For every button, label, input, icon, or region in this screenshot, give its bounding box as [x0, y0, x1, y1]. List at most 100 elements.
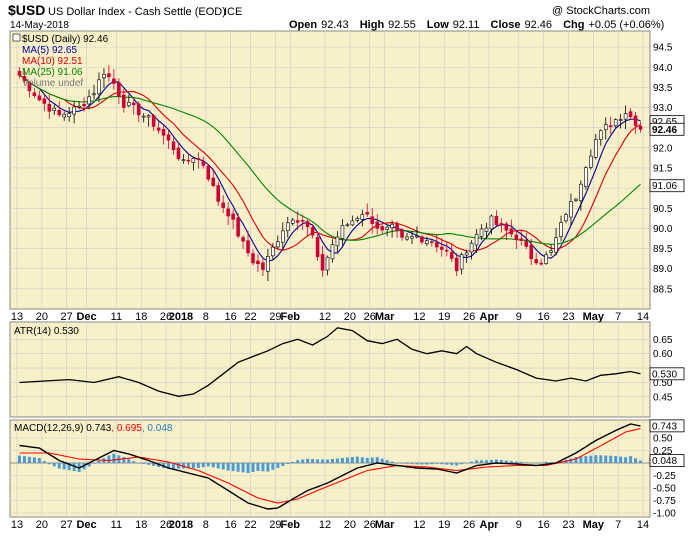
- x-tick-label-bottom: 29: [269, 519, 281, 531]
- price-legend-entry: MA(10) 92.51: [22, 56, 83, 67]
- price-legend-entry: Volume undef: [22, 78, 83, 89]
- candle-down: [539, 262, 543, 265]
- candle-up: [290, 219, 295, 224]
- macd-histogram-bar: [435, 463, 439, 464]
- x-tick-label-bottom: 27: [61, 519, 73, 531]
- macd-histogram-bar: [191, 463, 195, 469]
- candle-down: [136, 103, 141, 116]
- macd-histogram-bar: [639, 460, 643, 463]
- chart-date: 14-May-2018: [10, 20, 69, 31]
- macd-histogram-bar: [167, 463, 171, 469]
- macd-histogram-bar: [152, 463, 156, 466]
- x-tick-label-top: 12: [413, 311, 425, 323]
- y-tick-label: 89.5: [653, 244, 673, 255]
- candle-up: [72, 106, 76, 115]
- macd-histogram-bar: [385, 460, 389, 463]
- candle-down: [444, 249, 449, 252]
- macd-histogram-bar: [589, 455, 593, 463]
- candle-up: [87, 96, 91, 105]
- candle-down: [514, 234, 519, 241]
- macd-histogram-bar: [415, 463, 419, 465]
- candle-down: [524, 240, 529, 247]
- candle-down: [380, 226, 384, 231]
- macd-histogram-bar: [569, 458, 573, 463]
- candle-down: [22, 76, 27, 82]
- candle-down: [201, 161, 206, 166]
- macd-histogram-bar: [27, 456, 31, 463]
- macd-histogram-bar: [614, 456, 618, 463]
- x-tick-label-bottom: Dec: [76, 519, 96, 531]
- x-tick-label-top: 26: [463, 311, 475, 323]
- x-tick-label-top: 16: [225, 311, 237, 323]
- candle-down: [156, 127, 161, 131]
- macd-histogram-bar: [17, 455, 21, 463]
- macd-histogram-bar: [624, 457, 628, 463]
- candle-down: [221, 202, 225, 208]
- macd-histogram-bar: [400, 463, 404, 464]
- candle-legend-swatch: [12, 33, 21, 42]
- candle-down: [241, 237, 245, 242]
- y-tick-label: 0.50: [653, 378, 673, 389]
- x-tick-label-bottom: 22: [244, 519, 256, 531]
- y-tick-label: 0.25: [653, 446, 673, 457]
- candle-up: [579, 183, 583, 201]
- macd-histogram-bar: [321, 459, 325, 463]
- candle-down: [315, 237, 320, 257]
- macd-line: [19, 423, 641, 510]
- macd-histogram-bar: [549, 462, 553, 463]
- atr-line: [19, 327, 641, 397]
- candle-up: [544, 254, 548, 264]
- macd-histogram-bar: [455, 463, 459, 466]
- candle-down: [295, 220, 300, 223]
- candle-down: [211, 177, 216, 187]
- macd-histogram-bar: [460, 463, 464, 465]
- x-tick-label-top: Apr: [480, 311, 500, 323]
- x-tick-label-top: 19: [438, 311, 450, 323]
- macd-histogram-bar: [201, 463, 205, 468]
- macd-histogram-bar: [296, 460, 300, 463]
- macd-legend-entry: , 0.695: [111, 423, 142, 434]
- macd-histogram-bar: [306, 458, 310, 463]
- x-tick-label-bottom: 2018: [169, 519, 193, 531]
- candle-up: [613, 119, 618, 127]
- candle-up: [598, 130, 603, 140]
- line-layer: [19, 74, 641, 510]
- candle-up: [330, 244, 335, 260]
- macd-histogram-bar: [266, 463, 270, 472]
- x-tick-label-top: 22: [244, 311, 256, 323]
- y-tick-label: -0.50: [653, 484, 676, 495]
- x-tick-label-top: 2018: [169, 311, 193, 323]
- candle-up: [77, 105, 81, 108]
- candle-down: [449, 251, 454, 259]
- x-tick-label-bottom: 12: [319, 519, 331, 531]
- candle-down: [82, 103, 86, 107]
- macd-histogram-bar: [22, 456, 26, 463]
- candle-up: [390, 223, 394, 229]
- candle-up: [102, 74, 106, 79]
- x-tick-label-bottom: Apr: [480, 519, 500, 531]
- macd-histogram-bar: [67, 463, 71, 471]
- candle-down: [37, 95, 42, 101]
- chart-name: US Dollar Index - Cash Settle (EOD): [48, 6, 226, 18]
- candle-down: [608, 125, 613, 128]
- chart-exchange: ICE: [224, 6, 242, 18]
- candle-down: [320, 254, 325, 271]
- macd-histogram-bar: [544, 461, 548, 463]
- macd-histogram-bar: [311, 459, 315, 463]
- macd-histogram-bar: [206, 463, 210, 467]
- candle-down: [310, 227, 315, 236]
- y-tick-label: 88.5: [653, 284, 673, 295]
- y-tick-label: 93.5: [653, 83, 673, 94]
- macd-histogram-bar: [534, 463, 538, 464]
- candle-down: [206, 165, 211, 180]
- macd-histogram-bar: [226, 463, 230, 471]
- candle-up: [97, 79, 101, 95]
- candle-up: [271, 246, 275, 257]
- macd-histogram-bar: [445, 463, 449, 465]
- x-tick-label-bottom: May: [583, 519, 605, 531]
- candle-up: [281, 230, 285, 243]
- candle-up: [285, 222, 290, 232]
- candle-up: [574, 198, 578, 201]
- macd-histogram-bar: [405, 463, 409, 464]
- candle-up: [623, 113, 628, 120]
